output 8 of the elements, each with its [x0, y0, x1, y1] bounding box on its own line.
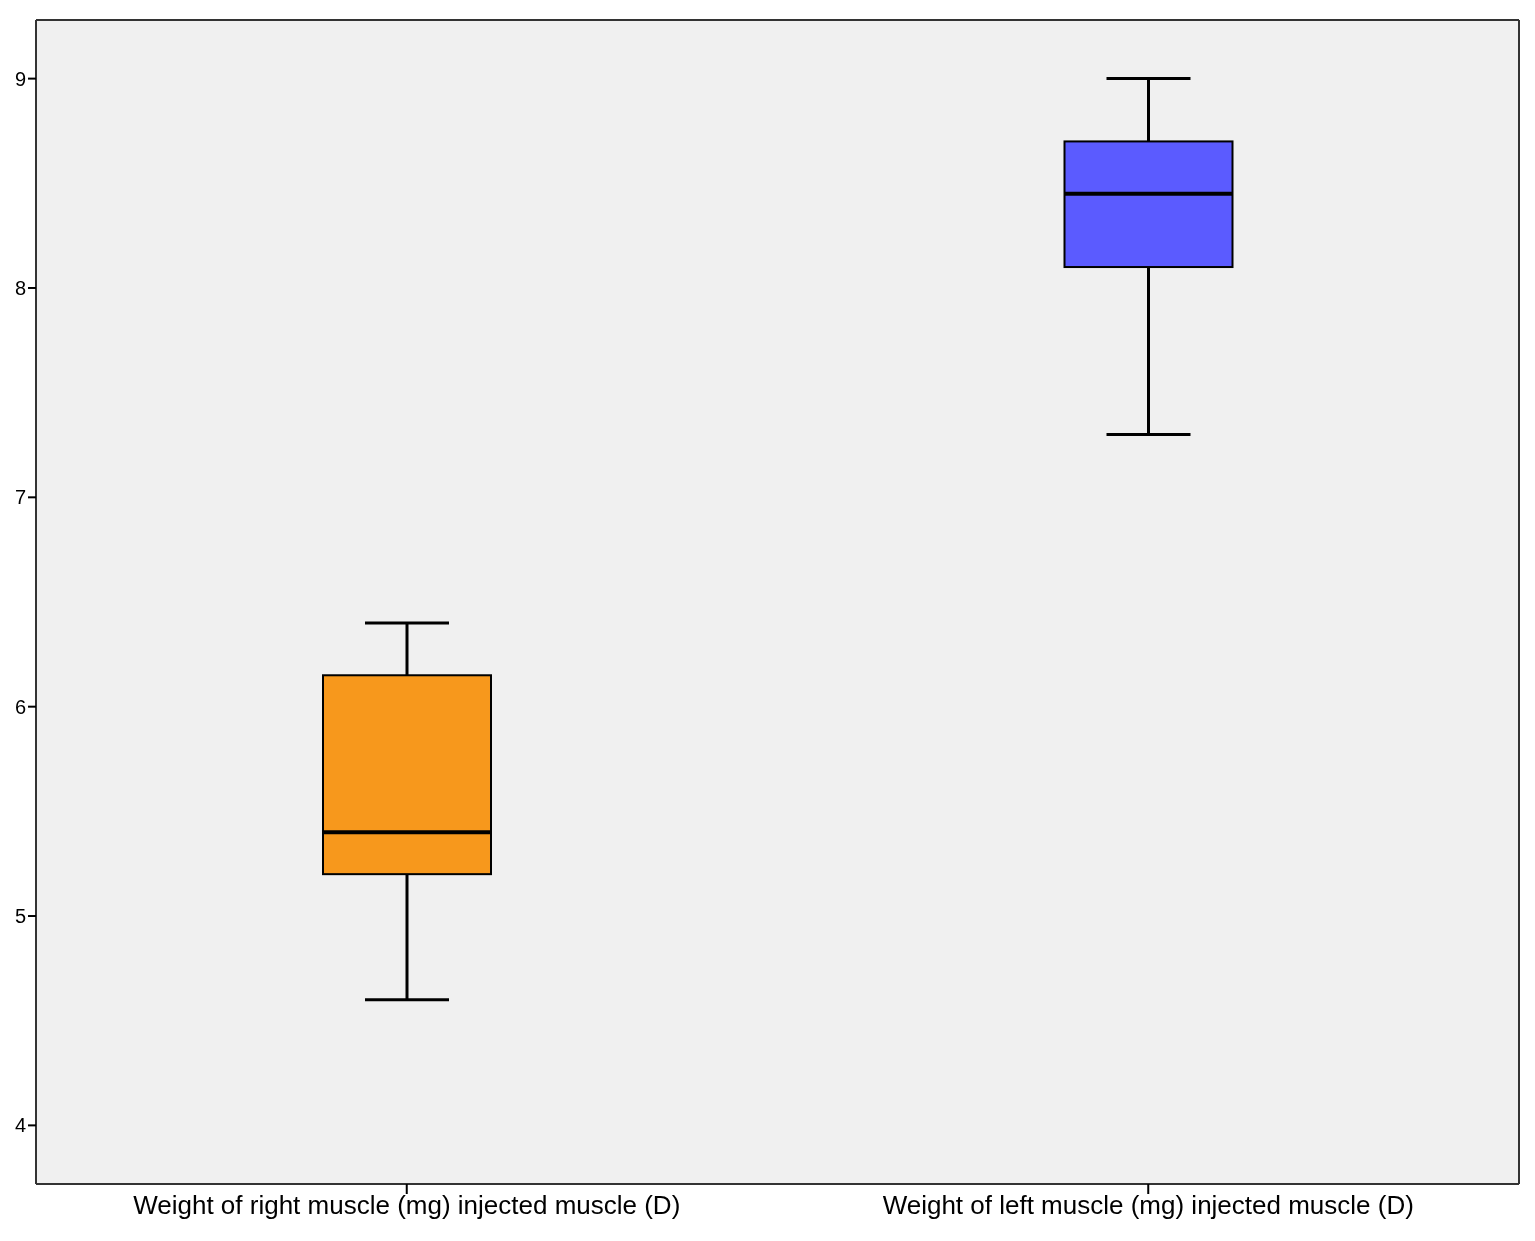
y-tick-label: 7 [14, 486, 26, 509]
y-tick-label: 6 [14, 695, 26, 718]
x-tick-label: Weight of right muscle (mg) injected muscle (D) [133, 1190, 681, 1221]
y-tick-label: 9 [14, 67, 26, 90]
y-tick-label: 4 [14, 1114, 26, 1137]
y-tick-label: 8 [14, 277, 26, 300]
x-tick-label: Weight of left muscle (mg) injected muscle (D) [882, 1190, 1414, 1221]
y-tick-label: 5 [14, 905, 26, 928]
